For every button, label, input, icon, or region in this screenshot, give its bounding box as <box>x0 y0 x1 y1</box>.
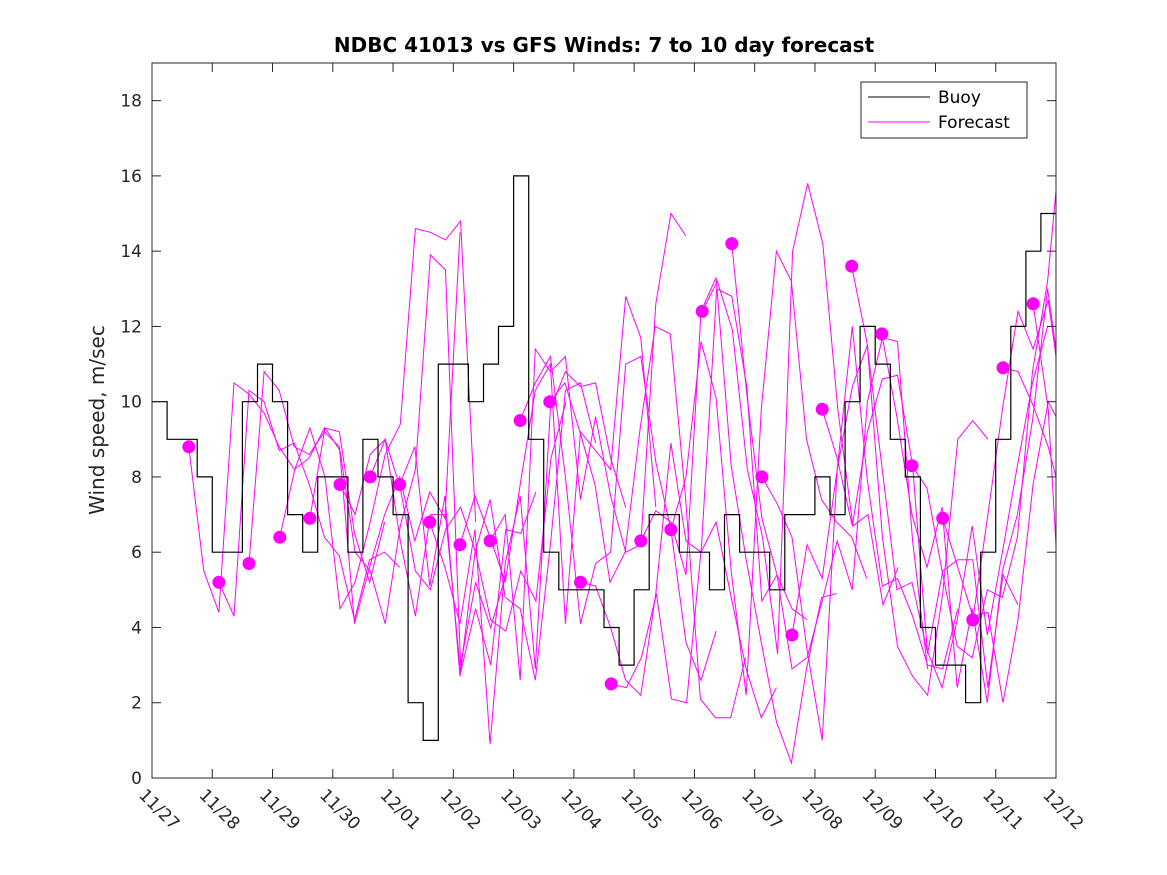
y-tick-label: 16 <box>120 167 142 187</box>
chart-title: NDBC 41013 vs GFS Winds: 7 to 10 day for… <box>334 33 875 57</box>
forecast-line <box>731 243 929 670</box>
forecast-line <box>309 253 507 666</box>
forecast-line <box>489 212 687 681</box>
forecast-series-group <box>188 183 1057 765</box>
forecast-marker <box>875 327 889 341</box>
legend-box <box>860 81 1028 139</box>
forecast-line <box>399 382 597 681</box>
y-tick-label: 8 <box>131 468 142 488</box>
forecast-line <box>188 381 386 613</box>
y-axis: 0 2 4 6 8 10 12 14 16 18 <box>120 92 1056 789</box>
y-tick-label: 14 <box>120 242 142 262</box>
forecast-marker <box>182 440 196 454</box>
forecast-marker <box>574 575 587 589</box>
forecast-marker <box>664 523 678 537</box>
y-tick-label: 0 <box>131 769 142 789</box>
forecast-marker <box>695 304 709 318</box>
forecast-marker <box>273 530 287 544</box>
forecast-marker <box>363 470 377 484</box>
forecast-marker <box>423 515 437 529</box>
forecast-marker <box>604 677 618 691</box>
forecast-marker <box>996 361 1010 375</box>
forecast-marker <box>634 534 648 548</box>
forecast-marker <box>513 414 527 427</box>
forecast-marker <box>543 395 557 409</box>
forecast-line <box>218 389 401 621</box>
forecast-line <box>580 443 777 720</box>
y-axis-label: Wind speed, m/sec <box>85 325 109 515</box>
forecast-line <box>248 232 461 624</box>
forecast-marker <box>1026 297 1040 311</box>
buoy-line <box>152 175 1056 741</box>
forecast-line <box>519 354 717 682</box>
forecast-line <box>761 326 959 741</box>
forecast-line <box>701 183 899 654</box>
y-tick-label: 12 <box>120 317 142 337</box>
forecast-marker <box>333 478 347 491</box>
forecast-line <box>429 370 627 745</box>
forecast-line <box>791 345 989 697</box>
forecast-line <box>611 288 808 704</box>
forecast-line <box>851 266 1049 690</box>
forecast-line <box>369 401 567 633</box>
legend-label-buoy: Buoy <box>938 88 981 108</box>
forecast-marker <box>815 402 829 416</box>
forecast-marker <box>936 511 950 525</box>
legend-label-forecast: Forecast <box>938 113 1010 133</box>
forecast-marker <box>242 557 256 570</box>
forecast-marker <box>393 478 407 491</box>
forecast-marker <box>483 534 497 548</box>
forecast-marker <box>785 628 799 642</box>
forecast-marker <box>212 575 226 589</box>
forecast-marker <box>755 470 769 484</box>
plot-frame <box>151 62 1057 779</box>
y-tick-label: 6 <box>131 543 142 563</box>
forecast-line <box>279 219 477 611</box>
forecast-line <box>549 325 747 719</box>
y-tick-label: 10 <box>120 393 142 413</box>
forecast-markers-group <box>182 237 1040 691</box>
forecast-marker <box>725 237 739 251</box>
legend: Buoy Forecast <box>860 81 1028 139</box>
forecast-marker <box>303 511 317 525</box>
y-tick-label: 18 <box>120 92 142 112</box>
forecast-marker <box>966 613 980 627</box>
y-tick-label: 4 <box>131 618 142 638</box>
buoy-series-group <box>152 175 1056 741</box>
forecast-marker <box>905 459 919 473</box>
forecast-marker <box>453 538 467 552</box>
forecast-marker <box>845 259 859 273</box>
y-tick-label: 2 <box>131 694 142 714</box>
